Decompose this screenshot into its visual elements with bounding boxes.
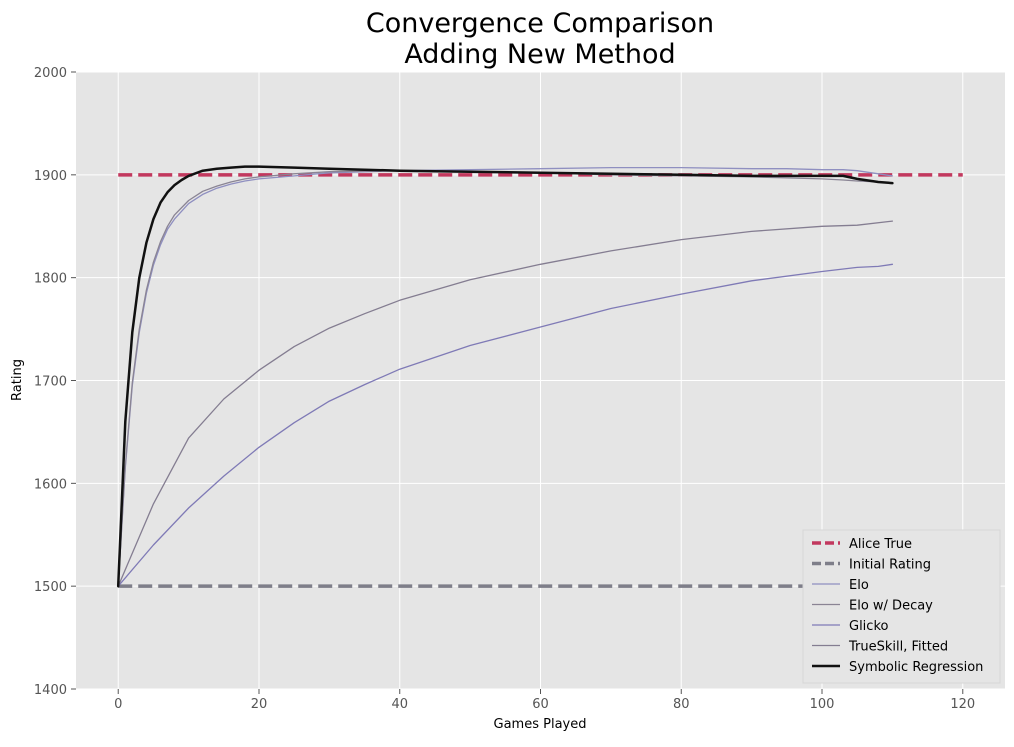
x-axis-label: Games Played xyxy=(494,717,587,732)
axis-ticks: 0 20 40 60 80 100 120 1400 1500 1600 1700 1800 1900 2… xyxy=(34,66,975,712)
y-tick-label: 1700 xyxy=(34,375,67,390)
x-tick-label: 120 xyxy=(950,697,975,712)
legend-label-trueskill-fitted: TrueSkill, Fitted xyxy=(848,640,948,655)
y-tick-label: 1800 xyxy=(34,272,67,287)
legend-label-symbolic-regression: Symbolic Regression xyxy=(849,660,983,675)
y-tick-label: 1900 xyxy=(34,169,67,184)
y-tick-label: 1600 xyxy=(34,477,67,492)
x-tick-label: 80 xyxy=(673,697,690,712)
legend-label-alice-true: Alice True xyxy=(849,537,912,552)
legend-box xyxy=(802,529,1001,684)
x-tick-label: 20 xyxy=(251,697,268,712)
y-tick-label: 2000 xyxy=(34,66,67,81)
x-tick-label: 60 xyxy=(532,697,549,712)
legend: Alice True Initial Rating Elo Elo w/ Decay G… xyxy=(802,529,1001,684)
y-tick-label: 1400 xyxy=(34,683,67,698)
y-tick-label: 1500 xyxy=(34,580,67,595)
x-tick-label: 40 xyxy=(391,697,408,712)
legend-label-elo-w-decay: Elo w/ Decay xyxy=(849,599,933,614)
chart-title-line-1: Convergence Comparison xyxy=(366,8,714,39)
legend-label-elo: Elo xyxy=(849,578,869,593)
elo-line xyxy=(117,166,894,587)
legend-label-initial-rating: Initial Rating xyxy=(849,558,931,573)
trueskill-fitted-line xyxy=(117,220,894,587)
series-layer xyxy=(116,165,963,588)
x-tick-label: 100 xyxy=(810,697,835,712)
legend-label-glicko: Glicko xyxy=(849,619,889,634)
x-tick-label: 0 xyxy=(114,697,122,712)
symbolic-regression-line xyxy=(116,165,894,588)
y-axis-label: Rating xyxy=(10,359,25,401)
glicko-line xyxy=(117,263,894,587)
chart-title-line-2: Adding New Method xyxy=(404,39,675,70)
elo-w-decay-line xyxy=(117,170,894,587)
